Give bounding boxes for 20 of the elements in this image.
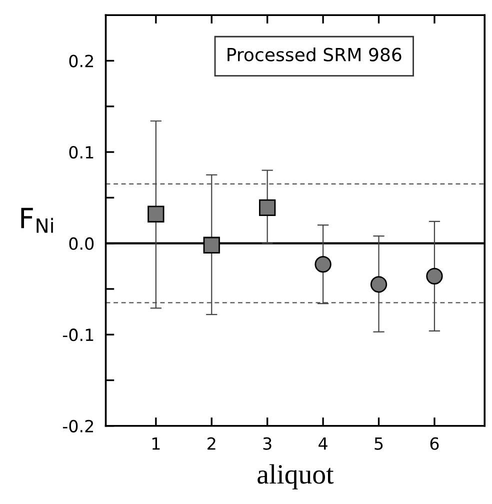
point	[203, 236, 220, 254]
y-tick-label: -0.2	[62, 420, 93, 432]
x-axis-title: aliquot	[258, 464, 334, 490]
point	[148, 206, 164, 222]
point	[259, 199, 276, 216]
y-tick-label: 0.2	[69, 54, 93, 68]
y-tick-label: 0.1	[69, 146, 94, 159]
point	[370, 276, 388, 293]
x-tick-label: 1	[152, 438, 160, 450]
x-tick-label: 6	[430, 437, 439, 450]
y-tick-label: -0.1	[62, 328, 94, 342]
x-tick-label: 4	[318, 438, 328, 450]
y-axis-title: F$_{Ni}$	[21, 208, 53, 233]
x-tick-label: 3	[263, 437, 272, 450]
point	[426, 268, 443, 285]
annotation: Processed SRM 986	[228, 47, 402, 62]
point	[314, 256, 332, 273]
x-tick-label: 2	[208, 437, 216, 450]
x-tick-label: 5	[374, 438, 383, 450]
y-tick-label: 0.0	[69, 237, 94, 250]
